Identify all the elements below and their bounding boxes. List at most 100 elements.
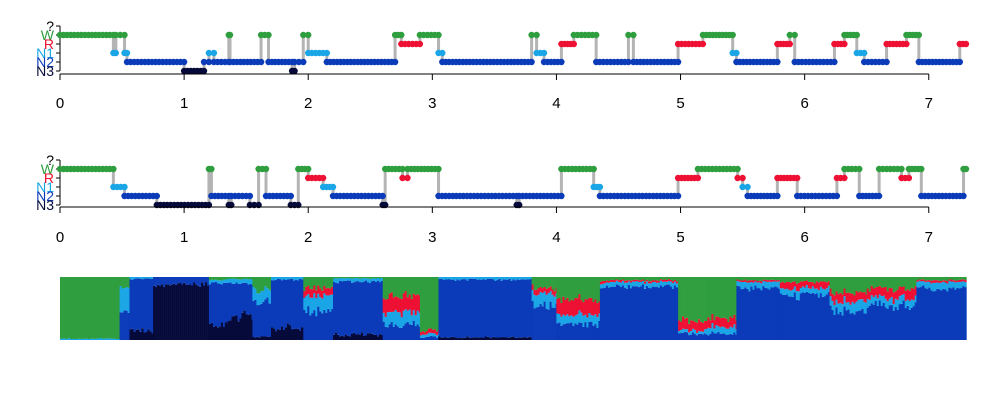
density-bar xyxy=(539,303,542,340)
density-bar xyxy=(776,277,779,281)
density-bar xyxy=(682,328,685,333)
density-bar xyxy=(762,277,765,280)
density-bar xyxy=(373,277,376,279)
density-bar xyxy=(106,338,109,340)
density-bar xyxy=(944,289,947,340)
density-bar xyxy=(347,278,350,281)
density-bar xyxy=(661,277,665,280)
density-bar xyxy=(281,277,284,281)
density-bar xyxy=(894,306,897,340)
density-bar xyxy=(574,323,577,340)
density-bar xyxy=(433,333,437,337)
epoch-point xyxy=(329,183,337,191)
density-bar xyxy=(317,277,320,286)
density-bar xyxy=(177,283,180,340)
density-bar xyxy=(615,280,619,285)
density-bar xyxy=(125,287,128,311)
epoch-point xyxy=(861,49,868,57)
density-bar xyxy=(271,327,274,340)
density-bar xyxy=(343,281,346,337)
density-bar xyxy=(476,279,479,338)
density-bar xyxy=(349,277,352,279)
density-bar xyxy=(643,283,647,289)
density-bar xyxy=(446,337,449,340)
density-bar xyxy=(147,329,150,340)
density-bar xyxy=(440,277,443,279)
density-bar xyxy=(665,279,669,282)
density-bar xyxy=(795,283,799,291)
density-bar xyxy=(725,334,728,340)
density-bar xyxy=(396,277,399,298)
density-bar xyxy=(793,292,797,340)
density-bar xyxy=(309,288,312,298)
density-bar xyxy=(599,284,603,289)
density-bar xyxy=(494,337,497,340)
density-bar xyxy=(373,278,376,281)
density-bar xyxy=(135,278,138,330)
density-bar xyxy=(423,332,427,335)
density-bar xyxy=(335,282,338,333)
density-bar xyxy=(886,291,889,302)
density-bar xyxy=(690,331,693,335)
density-bar xyxy=(421,337,425,340)
density-bar xyxy=(299,279,302,331)
density-bar xyxy=(833,295,836,306)
density-bar xyxy=(488,279,491,338)
density-bar xyxy=(249,314,252,340)
density-bar xyxy=(384,277,387,300)
density-bar xyxy=(402,310,405,326)
density-bar xyxy=(882,287,885,296)
density-bar xyxy=(855,290,858,302)
density-bar xyxy=(772,279,775,282)
density-bar xyxy=(572,316,575,326)
density-bar xyxy=(572,277,575,301)
density-bar xyxy=(266,277,269,289)
density-bar xyxy=(235,279,238,283)
density-bar xyxy=(904,308,907,340)
density-bar xyxy=(82,277,85,339)
density-bar xyxy=(647,277,651,282)
epoch-point xyxy=(200,58,208,66)
density-bar xyxy=(498,337,501,340)
density-bar xyxy=(857,292,860,300)
density-bar xyxy=(518,277,521,280)
density-bar xyxy=(135,277,138,279)
density-bar xyxy=(655,280,659,283)
density-bar xyxy=(645,281,649,286)
density-bar xyxy=(835,291,838,300)
density-bar xyxy=(64,338,67,340)
density-bar xyxy=(414,295,417,316)
density-bar xyxy=(721,333,724,340)
density-bar xyxy=(698,277,701,320)
density-bar xyxy=(746,281,749,283)
density-bar xyxy=(305,295,308,313)
density-bar xyxy=(268,289,271,304)
density-bar xyxy=(94,338,97,340)
density-bar xyxy=(731,277,734,318)
density-bar xyxy=(694,334,697,340)
density-bar xyxy=(256,293,259,306)
density-bar xyxy=(776,281,779,288)
density-bar xyxy=(327,287,330,296)
density-bar xyxy=(849,277,852,294)
density-bar xyxy=(331,277,334,287)
density-bar xyxy=(72,338,75,340)
density-bar xyxy=(359,278,362,283)
density-bar xyxy=(295,329,298,340)
density-bar xyxy=(549,291,552,302)
density-bar xyxy=(321,277,324,291)
density-bar xyxy=(375,278,378,282)
density-bar xyxy=(363,278,366,282)
density-bar xyxy=(408,324,411,340)
density-bar xyxy=(108,277,111,339)
density-bar xyxy=(690,320,693,331)
density-bar xyxy=(667,277,671,280)
density-bar xyxy=(68,338,71,340)
density-bar xyxy=(813,294,817,340)
density-bar xyxy=(531,290,534,302)
density-bar xyxy=(588,322,591,340)
density-bar xyxy=(227,283,230,322)
density-bar xyxy=(580,277,583,301)
density-bar xyxy=(603,283,607,288)
density-bar xyxy=(185,284,188,340)
